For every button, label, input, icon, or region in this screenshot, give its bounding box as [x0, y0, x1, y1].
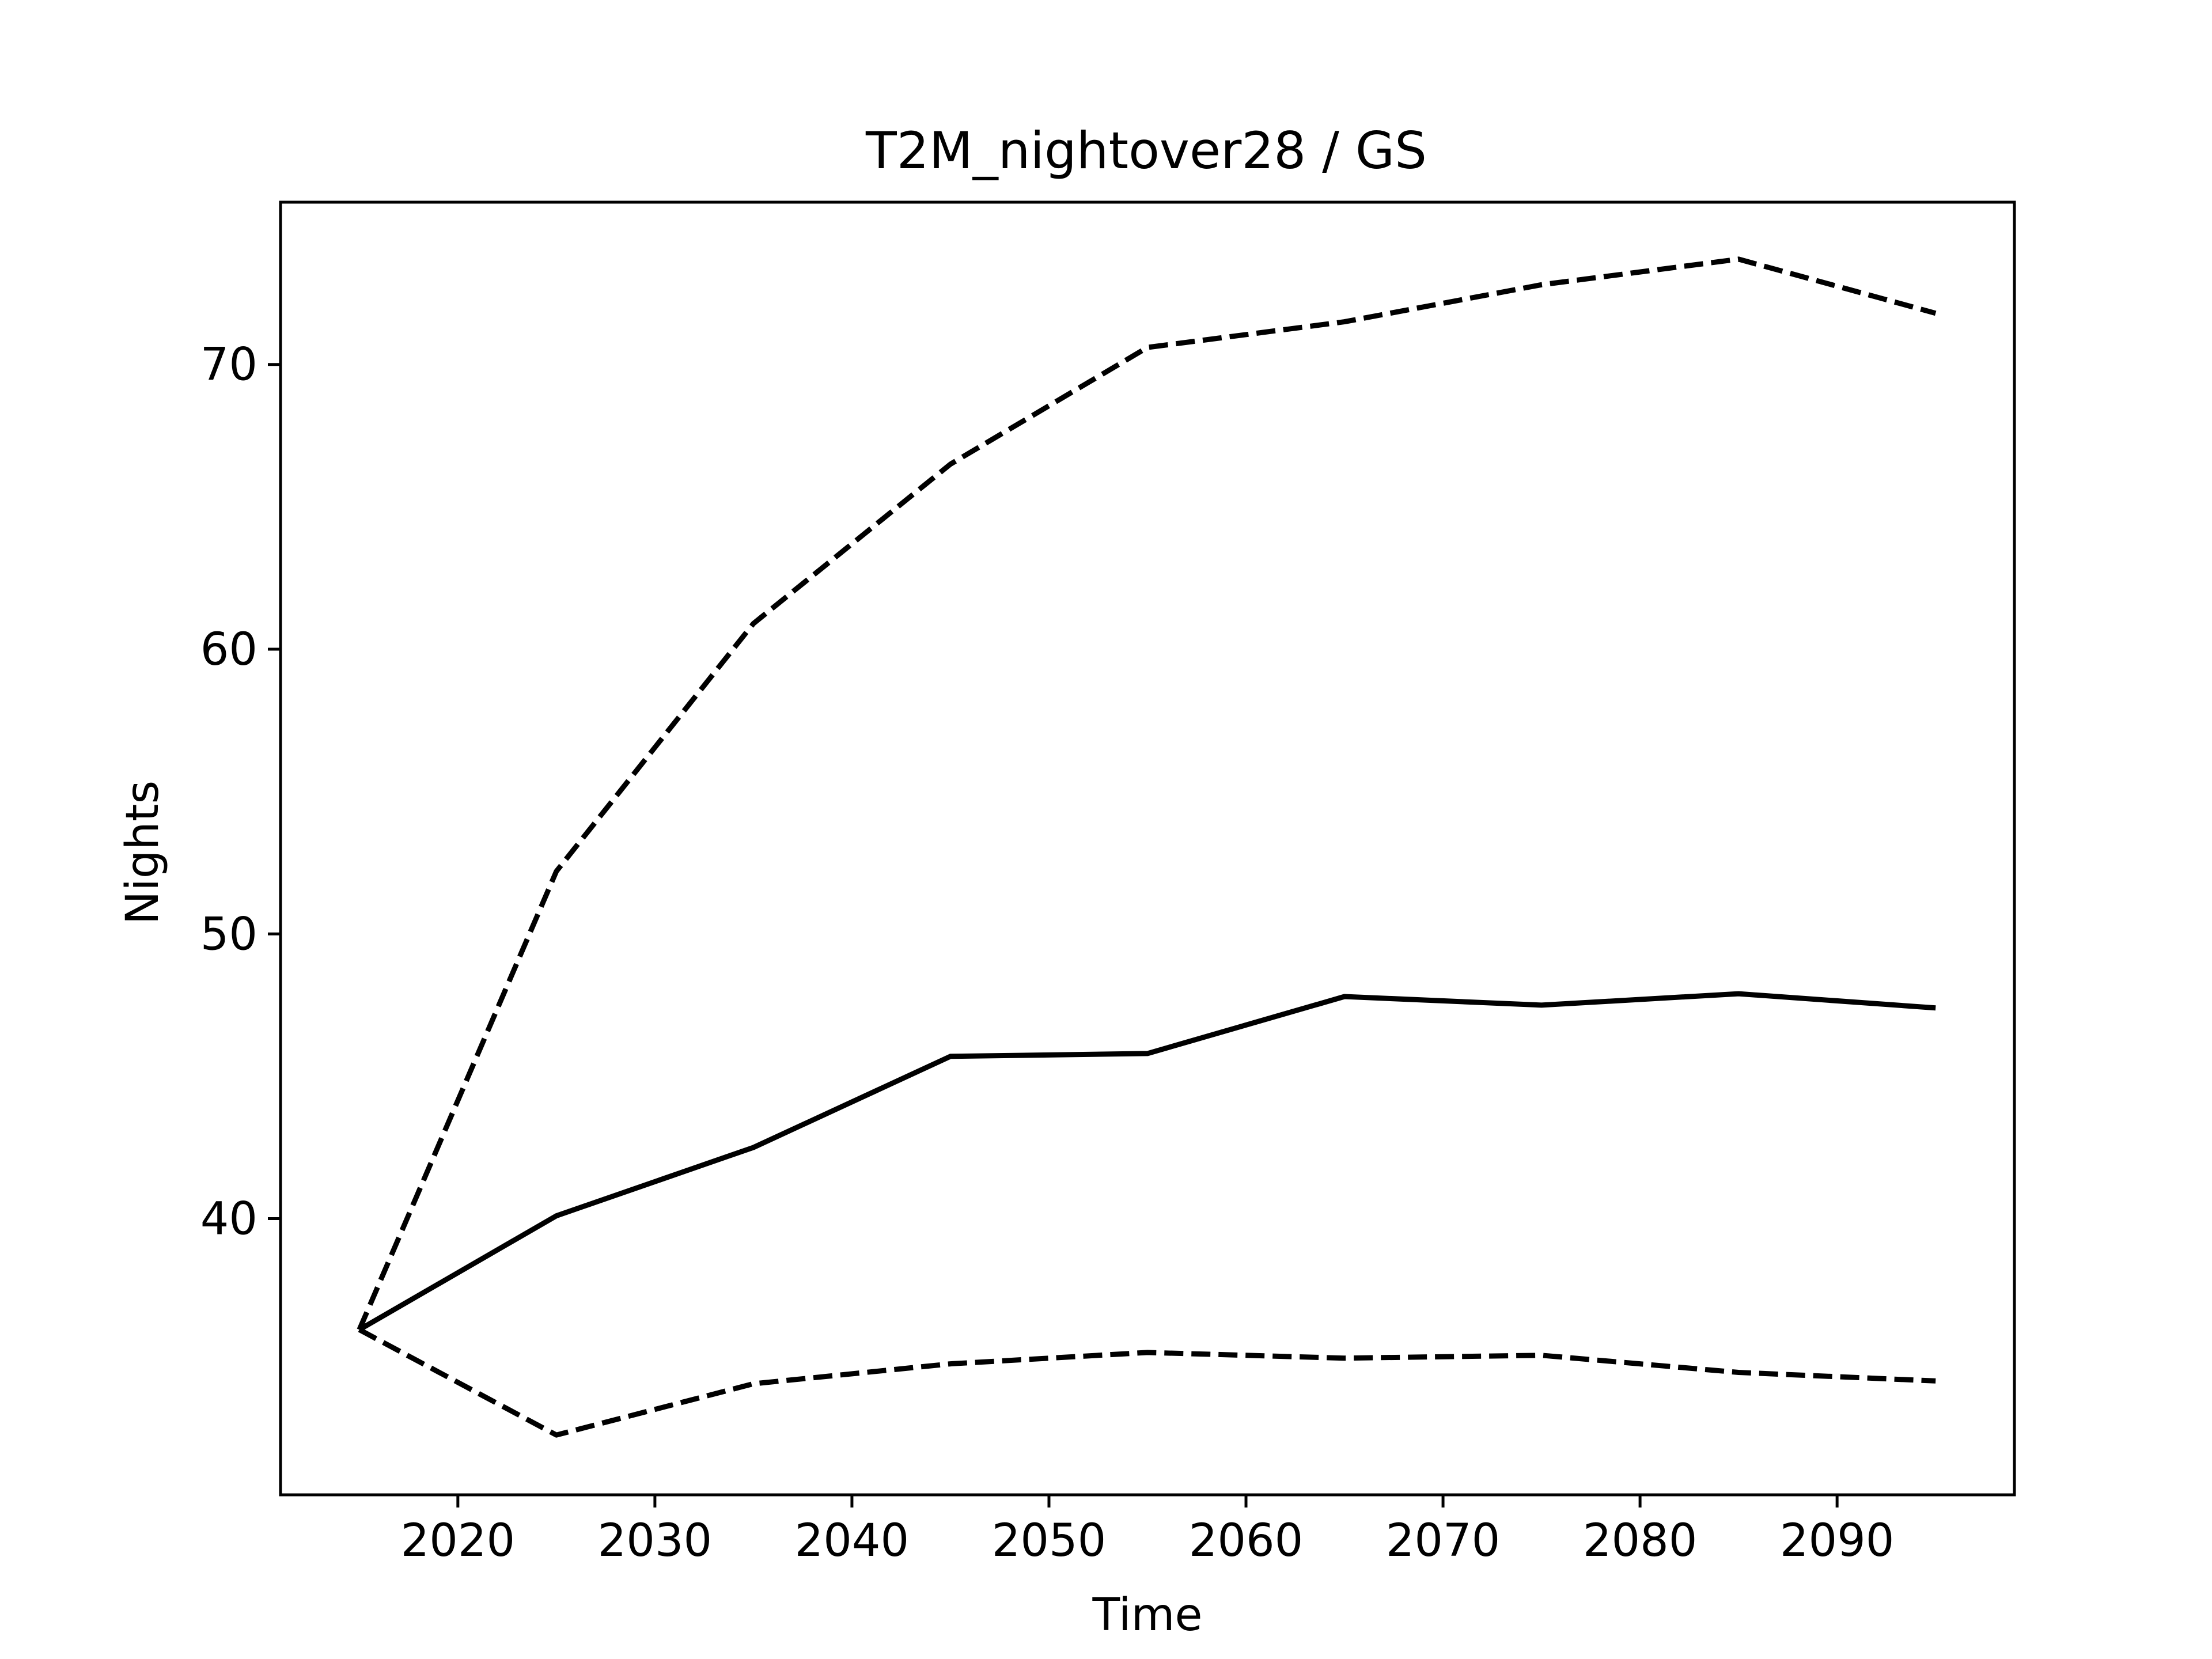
y-tick-label: 50 [200, 908, 257, 960]
chart-title: T2M_nightover28 / GS [865, 121, 1427, 180]
y-tick-label: 70 [200, 339, 257, 391]
x-tick-label: 2060 [1189, 1515, 1304, 1567]
x-tick-label: 2050 [992, 1515, 1107, 1567]
y-tick-label: 60 [200, 624, 257, 676]
series-group [357, 256, 1937, 1438]
y-axis-label: Nights [117, 781, 169, 925]
series-line-1-solid [358, 991, 1936, 1332]
y-axis-ticks: 40 50 60 70 [200, 339, 281, 1245]
x-tick-label: 2080 [1583, 1515, 1698, 1567]
x-tick-label: 2040 [795, 1515, 910, 1567]
plot-frame [279, 200, 2016, 1497]
series-line-2-dashed [357, 256, 1937, 1331]
x-tick-label: 2020 [401, 1515, 516, 1567]
y-tick-label: 40 [200, 1194, 257, 1245]
x-tick-label: 2090 [1780, 1515, 1895, 1567]
series-line-3-dashed [358, 1327, 1936, 1438]
x-axis-ticks: 2020 2030 2040 2050 2060 2070 2080 2090 [401, 1495, 1895, 1567]
x-axis-label: Time [1092, 1589, 1203, 1641]
x-tick-label: 2070 [1386, 1515, 1501, 1567]
x-tick-label: 2030 [598, 1515, 713, 1567]
